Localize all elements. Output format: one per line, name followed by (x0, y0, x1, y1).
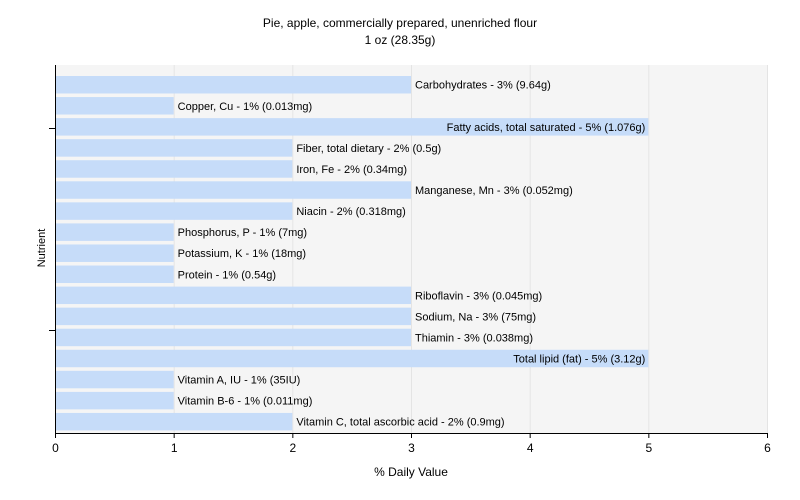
x-tick-label: 2 (289, 441, 296, 455)
bar-label: Iron, Fe - 2% (0.34mg) (296, 164, 407, 176)
bar-label: Fatty acids, total saturated - 5% (1.076… (447, 122, 646, 134)
x-tick-label: 5 (645, 441, 652, 455)
bar-label: Phosphorus, P - 1% (7mg) (178, 227, 307, 239)
x-tick-label: 0 (52, 441, 59, 455)
bar (56, 139, 293, 157)
bar-label: Sodium, Na - 3% (75mg) (415, 311, 536, 323)
x-tick-label: 3 (408, 441, 415, 455)
bar (56, 181, 411, 199)
bar (56, 244, 174, 262)
bar-label: Total lipid (fat) - 5% (3.12g) (513, 354, 645, 366)
bar (56, 412, 293, 431)
bar-label: Potassium, K - 1% (18mg) (178, 248, 306, 260)
x-tick-label: 6 (764, 441, 771, 455)
bar (56, 265, 174, 284)
x-tick-label: 1 (171, 441, 178, 455)
bar (56, 286, 411, 305)
y-axis-label: Nutrient (36, 229, 48, 268)
bar (56, 202, 293, 220)
x-tick-label: 4 (527, 441, 534, 455)
x-axis-label: % Daily Value (374, 465, 448, 479)
bar-label: Fiber, total dietary - 2% (0.5g) (296, 143, 441, 155)
bar-label: Riboflavin - 3% (0.045mg) (415, 290, 542, 302)
chart-subtitle: 1 oz (28.35g) (365, 33, 436, 47)
bar-label: Vitamin C, total ascorbic acid - 2% (0.9… (296, 417, 504, 429)
bar (56, 328, 411, 347)
bar (56, 370, 174, 389)
bar (56, 76, 411, 94)
bar-label: Copper, Cu - 1% (0.013mg) (178, 101, 313, 113)
bar (56, 118, 649, 136)
bar-label: Carbohydrates - 3% (9.64g) (415, 80, 551, 92)
axes: 0 1 2 3 4 5 6 (49, 65, 771, 455)
bar-label: Niacin - 2% (0.318mg) (296, 206, 405, 218)
chart-title: Pie, apple, commercially prepared, unenr… (263, 16, 537, 30)
bar (56, 307, 411, 326)
bar-label: Protein - 1% (0.54g) (178, 269, 276, 281)
bar-label: Manganese, Mn - 3% (0.052mg) (415, 185, 573, 197)
bar (56, 160, 293, 178)
bar (56, 223, 174, 241)
bar (56, 391, 174, 410)
bar-label: Thiamin - 3% (0.038mg) (415, 332, 533, 344)
bar (56, 97, 174, 115)
bar-label: Vitamin A, IU - 1% (35IU) (178, 375, 301, 387)
bar (56, 349, 649, 368)
bars: Carbohydrates - 3% (9.64g) Copper, Cu - 1… (56, 76, 649, 431)
bar-label: Vitamin B-6 - 1% (0.011mg) (178, 396, 313, 408)
